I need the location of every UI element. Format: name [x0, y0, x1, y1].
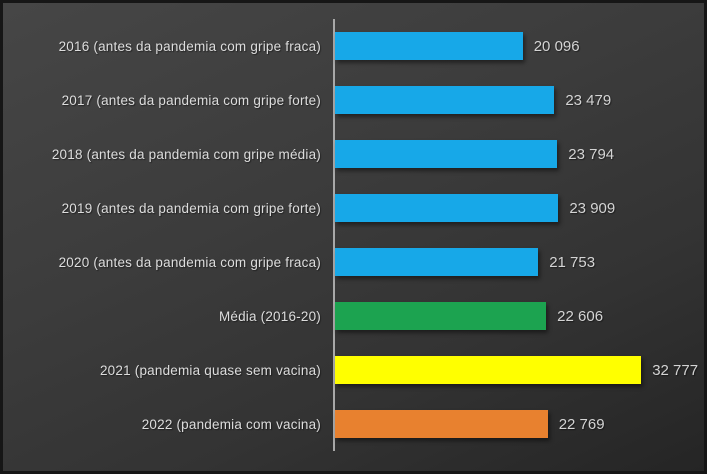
- bar-media: [335, 302, 547, 330]
- value-label-2017: 23 479: [565, 91, 612, 109]
- bar-row-2019: 2019 (antes da pandemia com gripe forte)…: [3, 181, 704, 235]
- value-label-2016: 20 096: [533, 37, 580, 55]
- bar-row-2016: 2016 (antes da pandemia com gripe fraca)…: [3, 19, 704, 73]
- category-label-2017: 2017 (antes da pandemia com gripe forte): [61, 92, 321, 108]
- category-label-2018: 2018 (antes da pandemia com gripe média): [51, 146, 321, 162]
- value-label-2021: 32 777: [652, 361, 699, 379]
- bar-row-2020: 2020 (antes da pandemia com gripe fraca)…: [3, 235, 704, 289]
- value-label-2020: 21 753: [549, 253, 596, 271]
- bar-row-2022: 2022 (pandemia com vacina) 22 769: [3, 397, 704, 451]
- value-label-2019: 23 909: [569, 199, 616, 217]
- value-axis-segment: 32 777: [333, 343, 704, 397]
- bar-2018: [335, 140, 558, 168]
- plot-area: 2016 (antes da pandemia com gripe fraca)…: [3, 19, 704, 451]
- category-label-2020: 2020 (antes da pandemia com gripe fraca): [58, 254, 321, 270]
- bar-2016: [335, 32, 523, 60]
- value-axis-segment: 21 753: [333, 235, 704, 289]
- bar-2017: [335, 86, 555, 114]
- bar-2019: [335, 194, 559, 222]
- category-label-2021: 2021 (pandemia quase sem vacina): [99, 362, 321, 378]
- value-label-media: 22 606: [557, 307, 604, 325]
- category-label-media: Média (2016-20): [218, 308, 321, 324]
- value-axis-segment: 22 606: [333, 289, 704, 343]
- value-label-2018: 23 794: [568, 145, 615, 163]
- value-axis-segment: 23 479: [333, 73, 704, 127]
- bar-row-2018: 2018 (antes da pandemia com gripe média)…: [3, 127, 704, 181]
- value-label-2022: 22 769: [558, 415, 605, 433]
- bar-row-2021: 2021 (pandemia quase sem vacina) 32 777: [3, 343, 704, 397]
- category-label-2022: 2022 (pandemia com vacina): [141, 416, 321, 432]
- value-axis-segment: 23 794: [333, 127, 704, 181]
- bar-row-media: Média (2016-20) 22 606: [3, 289, 704, 343]
- value-axis-segment: 22 769: [333, 397, 704, 451]
- bar-2021: [335, 356, 642, 384]
- bar-2022: [335, 410, 548, 438]
- value-axis-segment: 20 096: [333, 19, 704, 73]
- bar-2020: [335, 248, 539, 276]
- bar-row-2017: 2017 (antes da pandemia com gripe forte)…: [3, 73, 704, 127]
- value-axis-segment: 23 909: [333, 181, 704, 235]
- category-label-2016: 2016 (antes da pandemia com gripe fraca): [58, 38, 321, 54]
- category-label-2019: 2019 (antes da pandemia com gripe forte): [61, 200, 321, 216]
